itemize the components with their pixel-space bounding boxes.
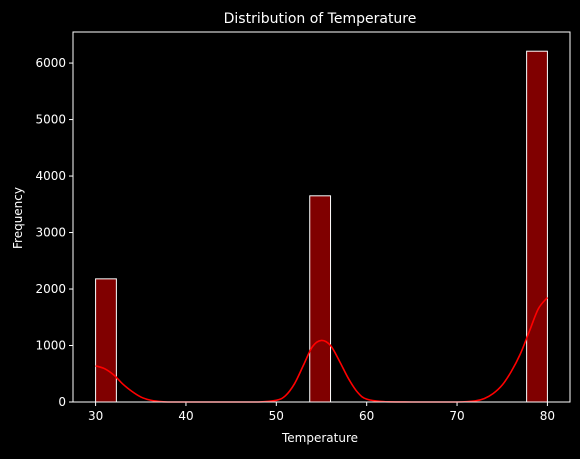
kde-curve: [95, 296, 549, 403]
y-tick-label: 1000: [35, 339, 66, 353]
x-axis-ticks: 30 40 50 60 70 80: [88, 402, 555, 423]
x-tick-label: 30: [88, 409, 103, 423]
y-tick-label: 6000: [35, 56, 66, 70]
y-axis-label: Frequency: [11, 187, 25, 249]
histogram-bars: [95, 50, 548, 403]
x-tick-label: 70: [449, 409, 464, 423]
x-tick-label: 80: [540, 409, 555, 423]
x-tick-label: 40: [178, 409, 193, 423]
chart-title: Distribution of Temperature: [224, 11, 417, 27]
y-tick-label: 5000: [35, 113, 66, 127]
y-tick-label: 3000: [35, 226, 66, 240]
x-tick-label: 50: [269, 409, 284, 423]
y-axis-ticks: 0 1000 2000 3000 4000 5000 6000: [35, 56, 73, 409]
y-tick-label: 2000: [35, 282, 66, 296]
x-tick-label: 60: [359, 409, 374, 423]
histogram-bar: [309, 195, 332, 403]
y-tick-label: 0: [58, 395, 66, 409]
histogram-bar: [526, 50, 548, 403]
x-axis-label: Temperature: [281, 431, 358, 445]
plot-frame: [72, 31, 571, 403]
histogram-bar: [95, 278, 117, 403]
y-tick-label: 4000: [35, 169, 66, 183]
